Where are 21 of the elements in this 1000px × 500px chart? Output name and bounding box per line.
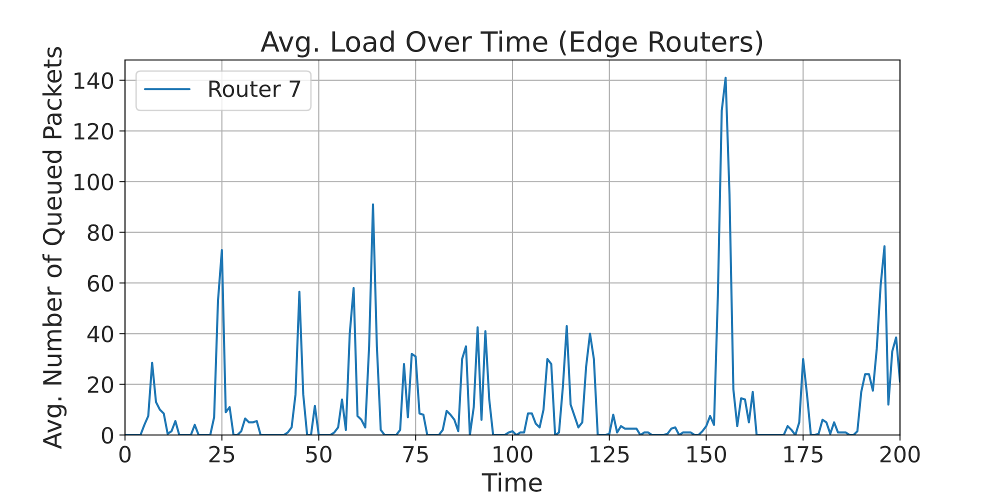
x-tick-label: 150 — [687, 446, 726, 463]
y-tick-label: 20 — [88, 376, 114, 394]
x-tick-label: 175 — [784, 446, 822, 463]
x-tick-label: 50 — [306, 446, 332, 463]
legend-label: Router 7 — [209, 80, 300, 98]
x-tick-label: 75 — [403, 446, 428, 463]
y-tick-label: 140 — [74, 72, 114, 90]
x-tick-label: 200 — [880, 446, 920, 463]
x-tick-label: 100 — [494, 446, 532, 463]
y-tick-label: 80 — [88, 224, 114, 242]
x-axis-title: Time — [482, 472, 542, 492]
x-tick-label: 125 — [590, 446, 629, 463]
x-tick-label: 0 — [119, 446, 131, 463]
x-tick-label: 25 — [209, 446, 234, 463]
y-tick-label: 100 — [74, 174, 114, 190]
chart-title: Avg. Load Over Time (Edge Routers) — [260, 30, 762, 58]
y-tick-label: 60 — [88, 274, 114, 292]
y-tick-label: 40 — [87, 326, 114, 342]
y-tick-label: 0 — [102, 426, 114, 444]
y-axis-title: Avg. Number of Queued Packets — [42, 47, 67, 449]
y-tick-label: 120 — [74, 122, 114, 140]
